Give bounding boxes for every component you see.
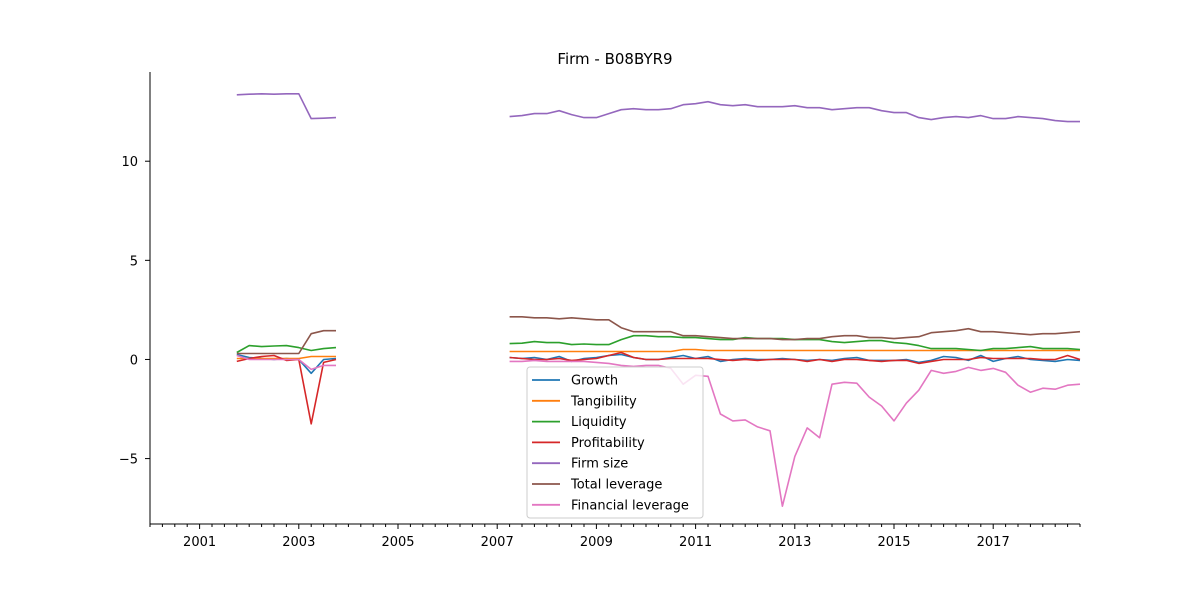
x-tick-label: 2001 — [183, 535, 216, 550]
x-tick-label: 2011 — [679, 535, 712, 550]
chart-title: Firm - B08BYR9 — [557, 50, 672, 68]
series-line-4-segment-0 — [236, 93, 337, 120]
legend-frame — [526, 366, 704, 519]
legend-label: Growth — [571, 374, 618, 389]
x-tick-label: 2013 — [778, 535, 811, 550]
y-tick-label: 5 — [130, 254, 138, 269]
series-line-3-segment-0 — [236, 354, 337, 425]
x-tick-label: 2007 — [481, 535, 514, 550]
series-line-4-segment-1 — [509, 100, 1080, 123]
plot-lines — [236, 93, 1081, 508]
axes — [149, 72, 1080, 525]
y-tick-label: −5 — [119, 453, 138, 468]
legend-label: Financial leverage — [571, 498, 689, 513]
legend-label: Total leverage — [570, 478, 662, 493]
legend-label: Firm size — [571, 457, 628, 472]
legend-label: Tangibility — [570, 394, 637, 409]
x-tick-label: 2005 — [381, 535, 414, 550]
x-tick-label: 2015 — [877, 535, 910, 550]
series-line-6-segment-0 — [236, 354, 336, 371]
y-axis-ticks: −5 0 5 10 — [119, 155, 150, 468]
y-tick-label: 10 — [121, 155, 138, 170]
series-line-5-segment-0 — [236, 329, 336, 355]
legend: Growth Tangibility Liquidity Profitability F… — [526, 366, 704, 519]
series-line-6-segment-1 — [509, 359, 1081, 508]
y-tick-label: 0 — [130, 353, 138, 368]
series-line-3-segment-1 — [509, 351, 1081, 365]
x-tick-label: 2017 — [977, 535, 1010, 550]
x-tick-label: 2009 — [580, 535, 613, 550]
x-axis-ticks: 2001 2003 2005 2007 2009 2011 2013 2015 2017 — [149, 524, 1081, 550]
legend-label: Profitability — [571, 436, 645, 451]
series-line-5-segment-1 — [509, 315, 1081, 341]
series-line-2-segment-0 — [236, 344, 337, 354]
legend-label: Liquidity — [571, 415, 627, 430]
x-tick-label: 2003 — [282, 535, 315, 550]
